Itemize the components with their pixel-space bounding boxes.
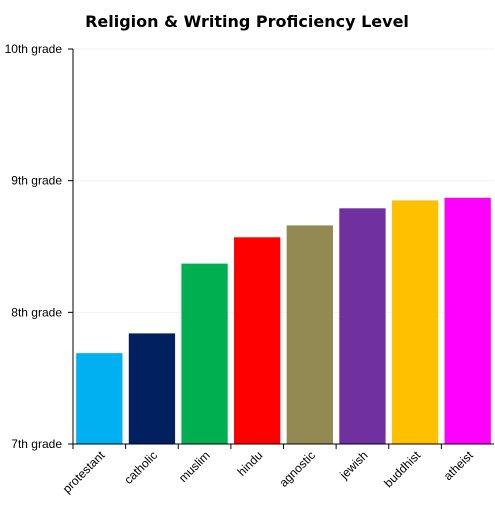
y-axis-ticks: 7th grade 8th grade 9th grade 10th grade bbox=[5, 42, 73, 451]
bar-protestant bbox=[76, 353, 123, 444]
bar-agnostic bbox=[286, 225, 333, 444]
bar-hindu bbox=[234, 237, 281, 444]
x-tick-label-muslim: muslim bbox=[176, 448, 213, 485]
x-tick-label-atheist: atheist bbox=[441, 448, 476, 483]
bar-muslim bbox=[181, 263, 228, 444]
bar-jewish bbox=[339, 208, 386, 444]
bar-buddhist bbox=[391, 200, 439, 444]
x-tick-label-agnostic: agnostic bbox=[276, 448, 318, 490]
y-tick-label: 10th grade bbox=[5, 42, 63, 56]
x-tick-label-catholic: catholic bbox=[121, 448, 160, 487]
y-tick-label: 9th grade bbox=[11, 174, 62, 188]
x-tick-label-buddhist: buddhist bbox=[381, 448, 423, 490]
y-tick-label: 7th grade bbox=[11, 437, 62, 451]
bars bbox=[76, 197, 491, 444]
x-axis-ticks: protestant catholic muslim hindu agnostic jew… bbox=[60, 444, 476, 496]
x-tick-label-jewish: jewish bbox=[336, 448, 370, 482]
chart-title: Religion & Writing Proficiency Level bbox=[85, 12, 409, 31]
bar-atheist bbox=[444, 197, 491, 444]
bar-catholic bbox=[128, 333, 176, 444]
y-tick-label: 8th grade bbox=[11, 305, 62, 319]
x-tick-label-hindu: hindu bbox=[235, 448, 266, 479]
x-tick-label-protestant: protestant bbox=[60, 448, 108, 496]
